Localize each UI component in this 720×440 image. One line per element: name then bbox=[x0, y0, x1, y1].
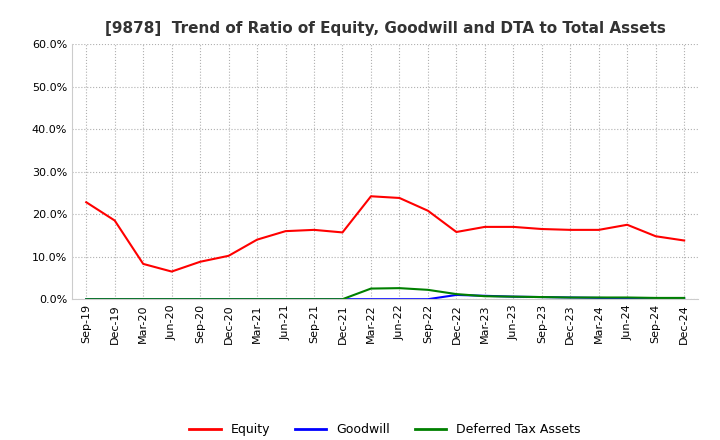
Goodwill bbox=[253, 297, 261, 302]
Line: Goodwill: Goodwill bbox=[86, 295, 684, 299]
Equity bbox=[623, 222, 631, 227]
Equity bbox=[139, 261, 148, 267]
Equity bbox=[282, 228, 290, 234]
Equity bbox=[652, 234, 660, 239]
Goodwill bbox=[537, 294, 546, 300]
Equity bbox=[82, 200, 91, 205]
Deferred Tax Assets bbox=[652, 295, 660, 301]
Deferred Tax Assets bbox=[167, 297, 176, 302]
Line: Deferred Tax Assets: Deferred Tax Assets bbox=[86, 288, 684, 299]
Goodwill bbox=[452, 292, 461, 297]
Goodwill bbox=[652, 296, 660, 301]
Goodwill bbox=[282, 297, 290, 302]
Goodwill bbox=[310, 297, 318, 302]
Deferred Tax Assets bbox=[395, 286, 404, 291]
Equity bbox=[395, 195, 404, 201]
Goodwill bbox=[110, 297, 119, 302]
Deferred Tax Assets bbox=[253, 297, 261, 302]
Goodwill bbox=[167, 297, 176, 302]
Goodwill bbox=[423, 297, 432, 302]
Deferred Tax Assets bbox=[595, 295, 603, 300]
Deferred Tax Assets bbox=[310, 297, 318, 302]
Equity bbox=[480, 224, 489, 230]
Goodwill bbox=[623, 296, 631, 301]
Goodwill bbox=[509, 294, 518, 299]
Deferred Tax Assets bbox=[680, 295, 688, 301]
Deferred Tax Assets bbox=[282, 297, 290, 302]
Equity bbox=[423, 208, 432, 213]
Deferred Tax Assets bbox=[623, 295, 631, 300]
Equity bbox=[167, 269, 176, 274]
Deferred Tax Assets bbox=[139, 297, 148, 302]
Title: [9878]  Trend of Ratio of Equity, Goodwill and DTA to Total Assets: [9878] Trend of Ratio of Equity, Goodwil… bbox=[105, 21, 665, 36]
Equity bbox=[110, 218, 119, 223]
Equity bbox=[509, 224, 518, 230]
Equity bbox=[253, 237, 261, 242]
Equity bbox=[366, 194, 375, 199]
Equity bbox=[595, 227, 603, 232]
Goodwill bbox=[395, 297, 404, 302]
Deferred Tax Assets bbox=[423, 287, 432, 293]
Deferred Tax Assets bbox=[82, 297, 91, 302]
Deferred Tax Assets bbox=[338, 297, 347, 302]
Deferred Tax Assets bbox=[110, 297, 119, 302]
Equity bbox=[196, 259, 204, 264]
Deferred Tax Assets bbox=[196, 297, 204, 302]
Equity bbox=[310, 227, 318, 232]
Equity bbox=[225, 253, 233, 258]
Equity bbox=[452, 229, 461, 235]
Deferred Tax Assets bbox=[366, 286, 375, 291]
Goodwill bbox=[338, 297, 347, 302]
Deferred Tax Assets bbox=[537, 294, 546, 300]
Goodwill bbox=[595, 295, 603, 301]
Goodwill bbox=[680, 296, 688, 301]
Goodwill bbox=[480, 293, 489, 298]
Deferred Tax Assets bbox=[480, 293, 489, 299]
Goodwill bbox=[566, 295, 575, 300]
Goodwill bbox=[196, 297, 204, 302]
Goodwill bbox=[139, 297, 148, 302]
Equity bbox=[537, 226, 546, 231]
Legend: Equity, Goodwill, Deferred Tax Assets: Equity, Goodwill, Deferred Tax Assets bbox=[184, 418, 586, 440]
Equity bbox=[566, 227, 575, 232]
Goodwill bbox=[366, 297, 375, 302]
Goodwill bbox=[82, 297, 91, 302]
Goodwill bbox=[225, 297, 233, 302]
Deferred Tax Assets bbox=[509, 294, 518, 299]
Equity bbox=[680, 238, 688, 243]
Line: Equity: Equity bbox=[86, 196, 684, 271]
Deferred Tax Assets bbox=[452, 291, 461, 297]
Equity bbox=[338, 230, 347, 235]
Deferred Tax Assets bbox=[566, 295, 575, 300]
Deferred Tax Assets bbox=[225, 297, 233, 302]
